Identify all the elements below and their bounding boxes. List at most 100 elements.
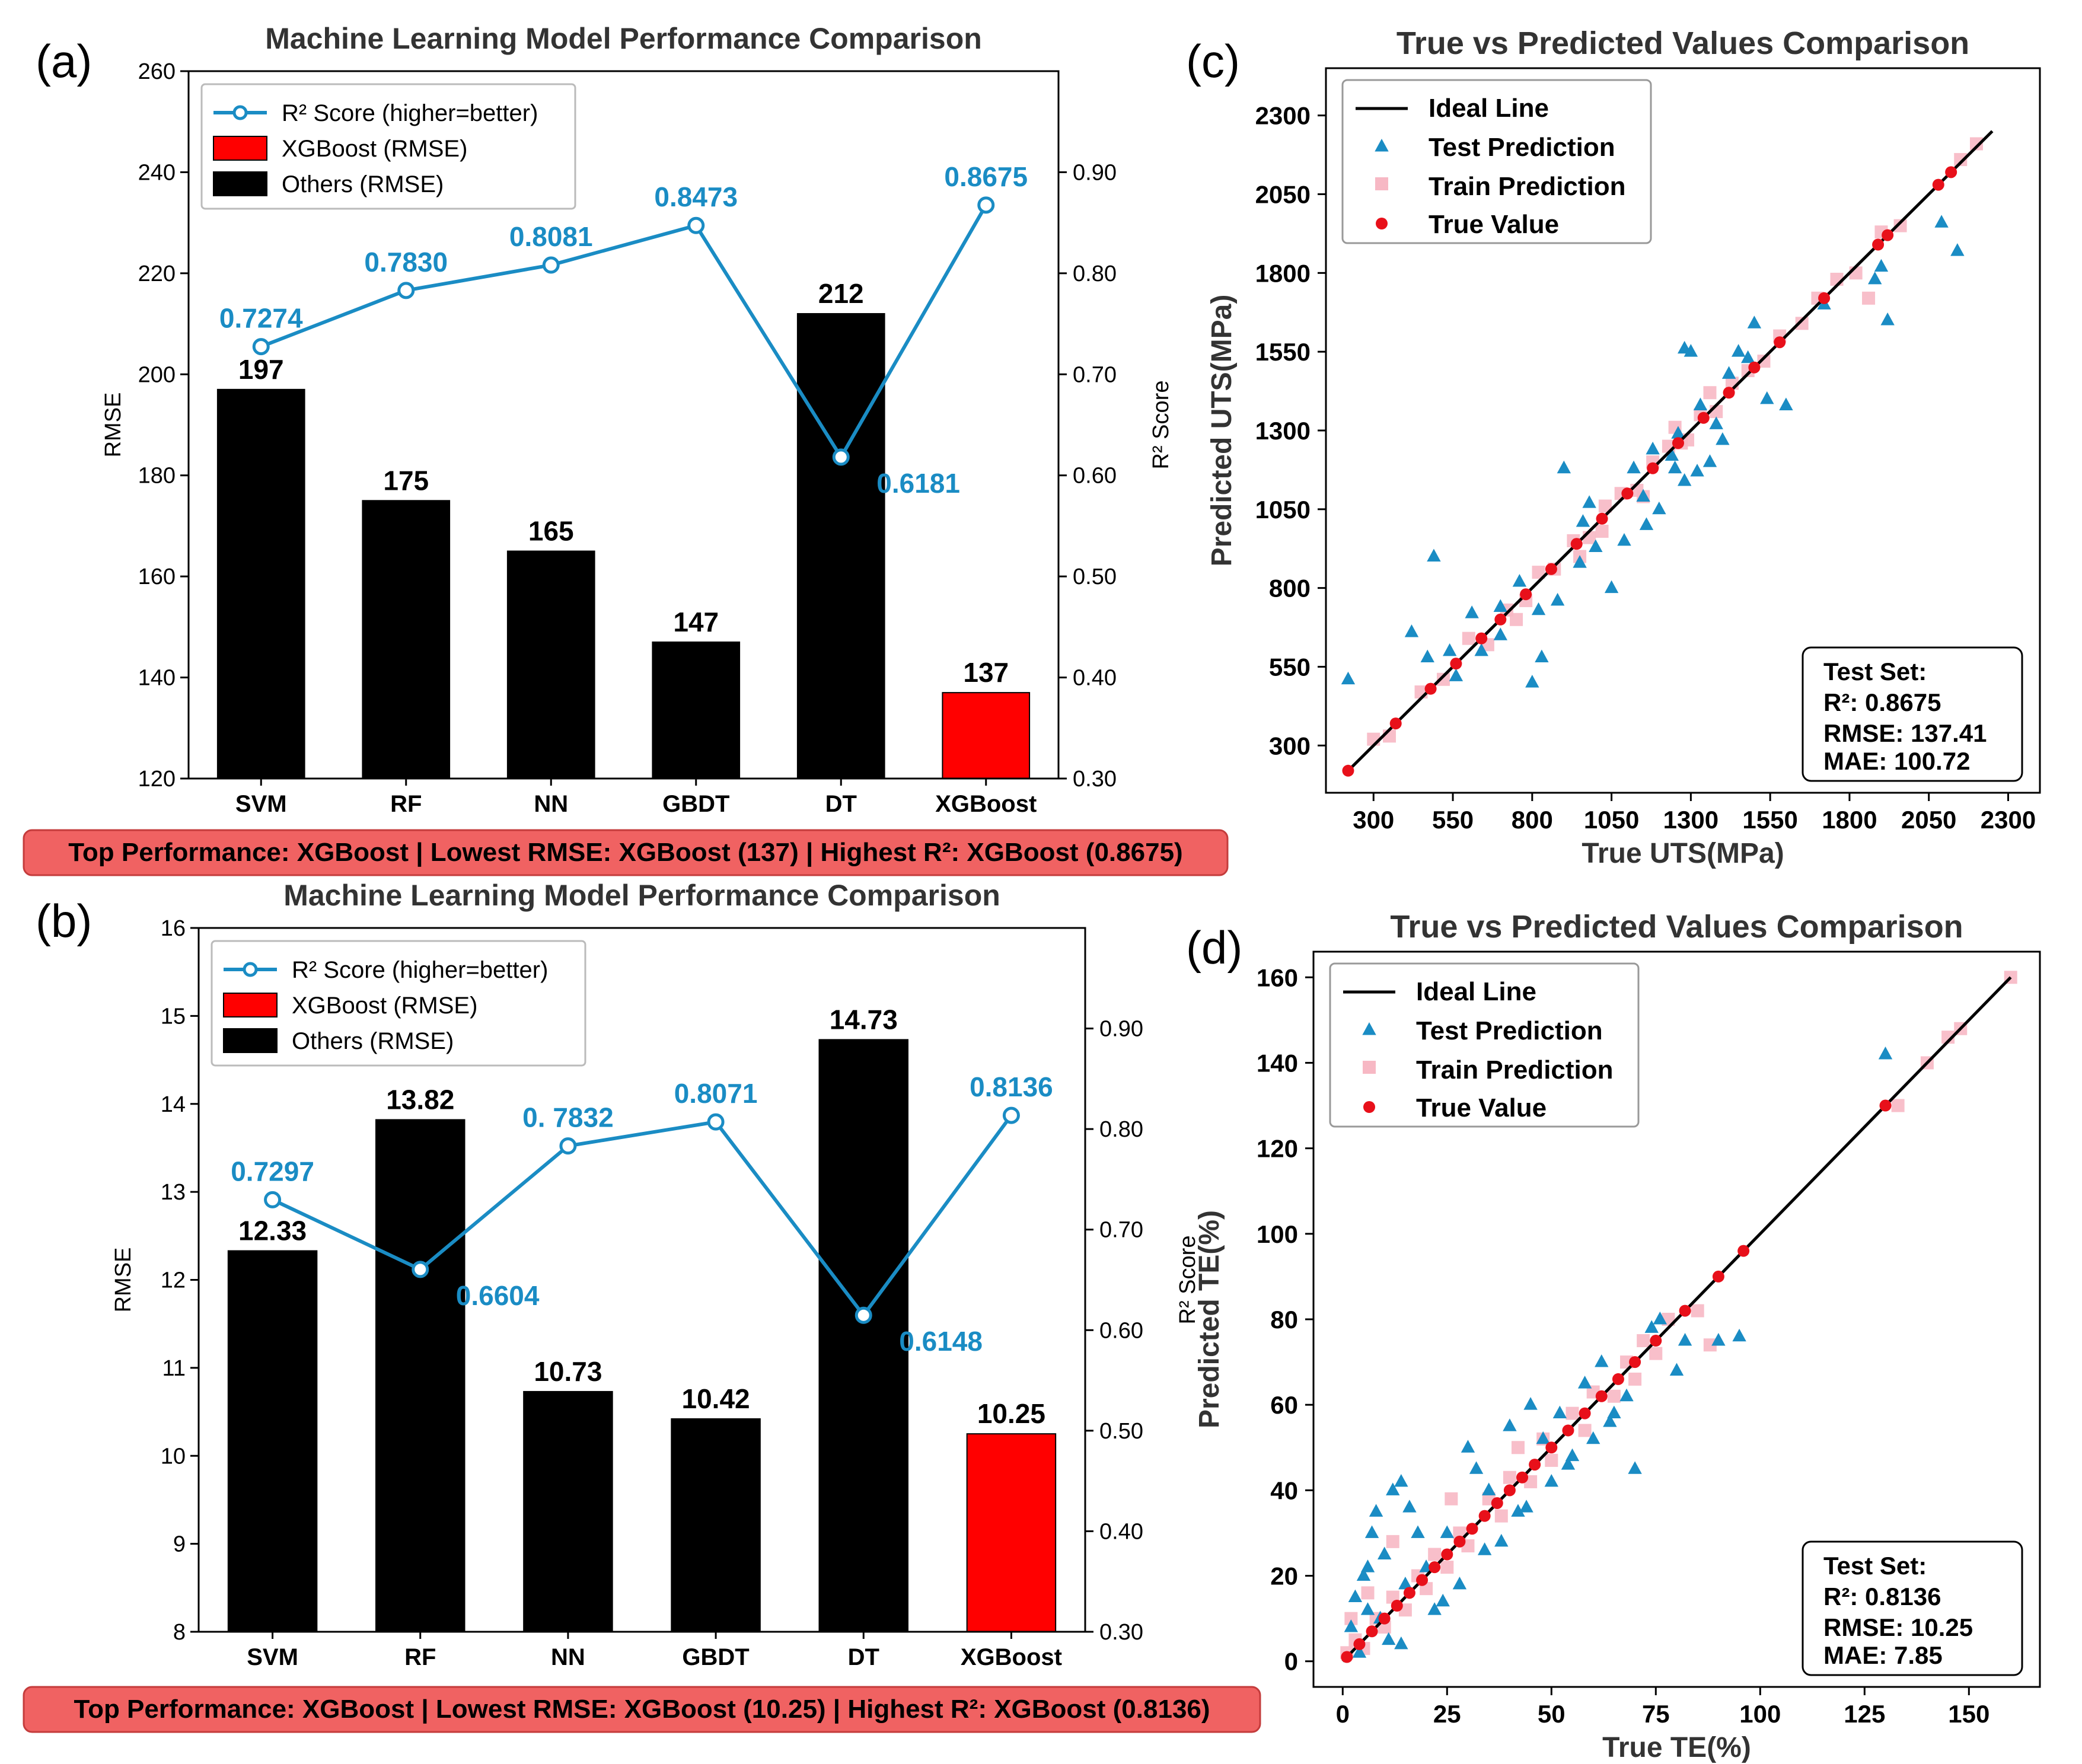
train-point [1595, 525, 1609, 538]
y-tick-label: 180 [138, 464, 176, 489]
test-point [1427, 1602, 1442, 1615]
legend-box [1329, 962, 1640, 1128]
train-point [1703, 386, 1717, 400]
bar-dt [796, 313, 885, 779]
x-tick-label: 800 [1512, 806, 1553, 834]
true-value-point [1647, 462, 1659, 474]
y2-tick-label: 0.80 [1099, 1117, 1143, 1142]
y-tick-label: 550 [1269, 653, 1311, 681]
legend-box [1341, 79, 1652, 244]
true-value-point [1545, 563, 1557, 575]
test-point [1404, 624, 1419, 637]
test-point [1711, 1333, 1726, 1346]
test-point [1565, 1448, 1580, 1462]
test-point [1628, 1461, 1642, 1474]
test-point [1535, 649, 1549, 662]
test-point [1427, 548, 1441, 562]
test-point [1494, 1533, 1509, 1547]
r2-point [397, 282, 415, 299]
legend-train-label: Train Prediction [1429, 172, 1626, 201]
true-value-point [1748, 361, 1761, 374]
train-point [1598, 499, 1612, 513]
y-tick-label: 800 [1269, 575, 1311, 602]
panel-label-a: (a) [36, 35, 92, 87]
r2-label: 0.8071 [674, 1078, 758, 1109]
test-point [1644, 1320, 1659, 1333]
y-tick-label: 14 [161, 1092, 186, 1117]
test-point [1544, 1473, 1558, 1487]
y2-tick-label: 0.80 [1073, 261, 1117, 286]
legend-box [200, 83, 576, 210]
test-point [1348, 1589, 1363, 1603]
test-point [1716, 432, 1730, 445]
bar-label: 10.73 [534, 1356, 602, 1387]
true-value-point [1466, 1523, 1478, 1535]
y-tick-label: 2300 [1255, 102, 1311, 130]
true-value-point [1391, 1600, 1403, 1612]
test-point [1693, 397, 1708, 410]
y-tick-label: 40 [1270, 1476, 1298, 1504]
y-tick-label: 260 [138, 59, 176, 84]
true-value-point [1879, 1099, 1892, 1112]
r2-point [412, 1261, 429, 1278]
legend-true-swatch [1363, 1101, 1375, 1113]
test-point [1732, 1328, 1746, 1342]
test-point [1684, 344, 1698, 357]
y-tick-label: 1550 [1255, 338, 1311, 366]
test-point [1665, 448, 1679, 461]
true-value-point [1679, 1304, 1691, 1317]
test-point [1607, 1405, 1621, 1419]
test-point [1411, 1525, 1425, 1538]
true-value-point [1596, 512, 1608, 525]
x-tick-label: 25 [1433, 1700, 1461, 1728]
test-point [1561, 1457, 1576, 1470]
legend-test-label: Test Prediction [1416, 1016, 1603, 1045]
r2-point [855, 1306, 872, 1324]
y-tick-label: 13 [161, 1180, 186, 1205]
stats-title: Test Set: [1823, 658, 1927, 685]
stats-mae: MAE: 100.72 [1823, 747, 1970, 775]
chart-d: True vs Predicted Values Comparison 0 25 50… [1194, 909, 2041, 1763]
test-point [1690, 464, 1704, 477]
test-point [1394, 1636, 1408, 1650]
test-point [1436, 1593, 1450, 1607]
test-point [1452, 1576, 1467, 1590]
train-point [1891, 1099, 1905, 1112]
true-value-point [1612, 1373, 1624, 1385]
test-point [1523, 1397, 1538, 1410]
true-value-point [1579, 1407, 1591, 1420]
stats-title: Test Set: [1823, 1552, 1927, 1580]
test-point [1669, 1363, 1684, 1376]
y2-axis-label: R² Score [1175, 1236, 1200, 1325]
test-point [1709, 416, 1723, 429]
train-point [1428, 1548, 1442, 1561]
summary-banner-text: Top Performance: XGBoost | Lowest RMSE: … [68, 838, 1182, 867]
bar-label: 147 [673, 607, 719, 637]
test-point [1721, 366, 1736, 379]
train-point [1386, 1535, 1399, 1548]
x-tick-label: 100 [1739, 1700, 1781, 1728]
r2-label: 0. 7832 [522, 1102, 613, 1133]
train-point [1462, 631, 1475, 645]
x-tick-label: 300 [1353, 806, 1394, 834]
true-value-point [1366, 1625, 1378, 1638]
legend-train-swatch [1363, 1061, 1376, 1074]
test-point [1511, 1504, 1525, 1517]
bar-dt [818, 1039, 908, 1632]
test-point [1420, 649, 1434, 662]
y2-tick-label: 0.50 [1073, 564, 1117, 589]
train-point [1649, 1347, 1663, 1360]
r2-label: 0.8081 [509, 221, 593, 252]
stats-box [1802, 646, 2023, 782]
test-point [1617, 532, 1631, 546]
train-point [1440, 1561, 1454, 1574]
x-tick-label: GBDT [662, 791, 729, 817]
summary-banner-text: Top Performance: XGBoost | Lowest RMSE: … [74, 1695, 1210, 1724]
panel-label-d: (d) [1186, 921, 1242, 974]
train-point [1703, 1338, 1717, 1352]
test-point [1369, 1504, 1383, 1517]
y-tick-label: 160 [1257, 964, 1298, 991]
test-point [1461, 1440, 1475, 1453]
legend-line-marker [243, 962, 258, 977]
summary-banner [23, 829, 1229, 876]
